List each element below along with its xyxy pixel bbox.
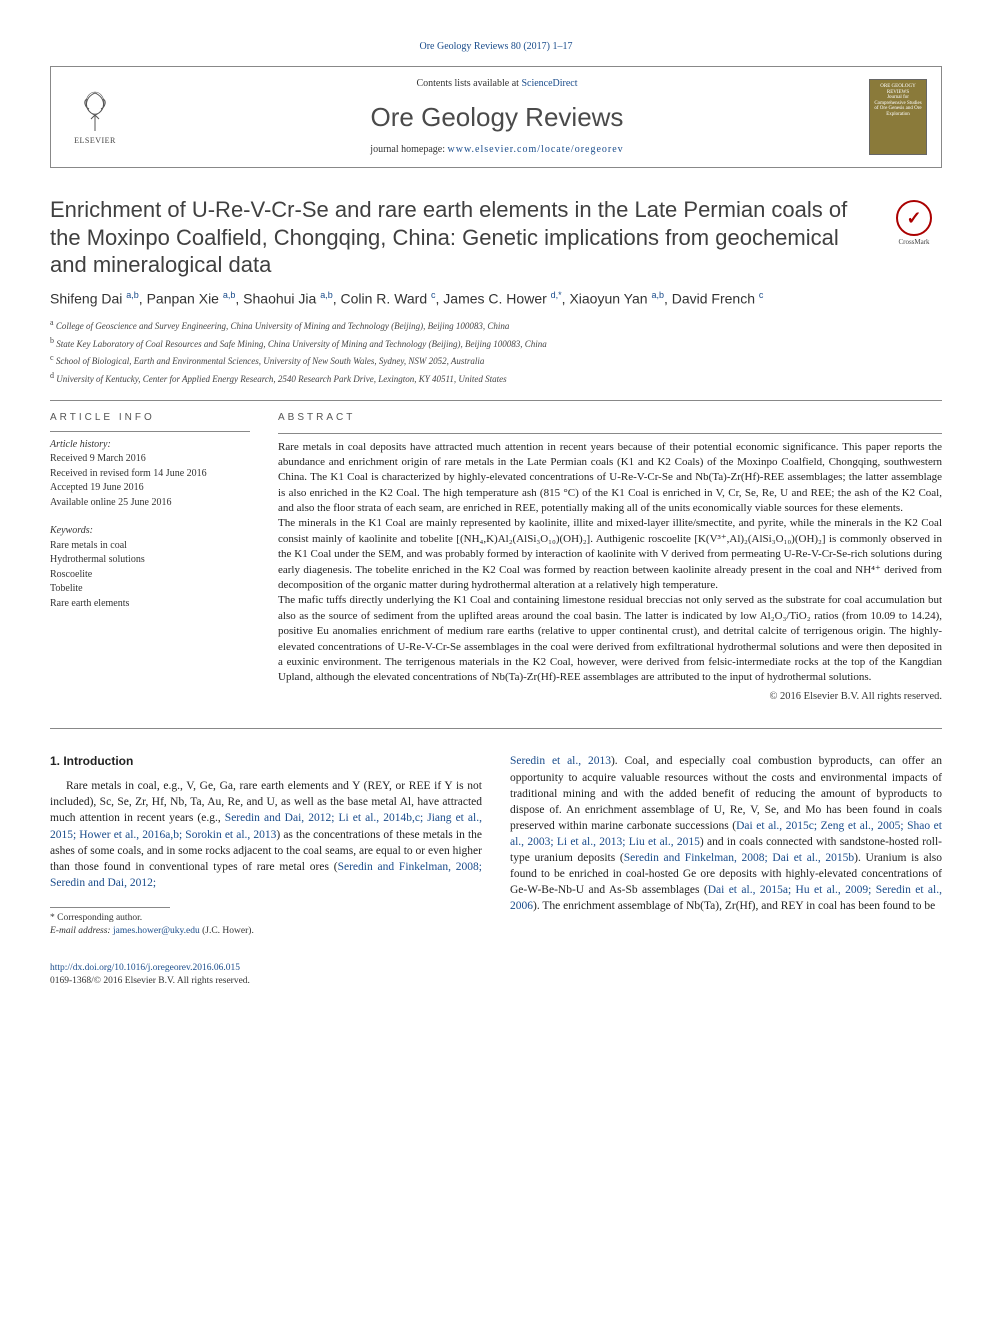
email-label: E-mail address:: [50, 926, 113, 936]
abstract-paragraph: The minerals in the K1 Coal are mainly r…: [278, 516, 942, 593]
homepage-line: journal homepage: www.elsevier.com/locat…: [125, 143, 869, 157]
keywords-block: Keywords: Rare metals in coalHydrotherma…: [50, 524, 250, 611]
keywords-label: Keywords:: [50, 524, 250, 539]
thin-divider: [278, 433, 942, 434]
contents-label: Contents lists available at: [416, 78, 521, 89]
journal-cover-thumbnail: ORE GEOLOGY REVIEWS Journal for Comprehe…: [869, 79, 927, 155]
email-link[interactable]: james.hower@uky.edu: [113, 926, 200, 936]
abstract-column: ABSTRACT Rare metals in coal deposits ha…: [278, 411, 942, 705]
info-abstract-row: ARTICLE INFO Article history: Received 9…: [50, 411, 942, 705]
article-info-heading: ARTICLE INFO: [50, 411, 250, 425]
elsevier-label: ELSEVIER: [74, 135, 116, 146]
abstract-text: Rare metals in coal deposits have attrac…: [278, 440, 942, 686]
keyword: Rare earth elements: [50, 597, 250, 612]
article-info-column: ARTICLE INFO Article history: Received 9…: [50, 411, 250, 705]
article-history-block: Article history: Received 9 March 2016Re…: [50, 438, 250, 511]
history-line: Received 9 March 2016: [50, 452, 250, 467]
doi-link[interactable]: http://dx.doi.org/10.1016/j.oregeorev.20…: [50, 963, 240, 973]
affiliation-line: d University of Kentucky, Center for App…: [50, 370, 942, 386]
section-divider: [50, 728, 942, 729]
cover-subtitle: Journal for Comprehensive Studies of Ore…: [874, 95, 922, 117]
affiliation-line: c School of Biological, Earth and Enviro…: [50, 352, 942, 368]
crossmark-badge[interactable]: ✓ CrossMark: [886, 200, 942, 256]
intro-paragraph-right: Seredin et al., 2013). Coal, and especia…: [510, 753, 942, 914]
body-column-left: 1. Introduction Rare metals in coal, e.g…: [50, 753, 482, 937]
history-line: Available online 25 June 2016: [50, 496, 250, 511]
keyword: Roscoelite: [50, 568, 250, 583]
journal-title: Ore Geology Reviews: [125, 99, 869, 135]
contents-line: Contents lists available at ScienceDirec…: [125, 77, 869, 91]
footnote-divider: [50, 907, 170, 908]
history-label: Article history:: [50, 438, 250, 453]
keyword: Rare metals in coal: [50, 539, 250, 554]
cover-title: ORE GEOLOGY REVIEWS: [874, 84, 922, 95]
issn-copyright: 0169-1368/© 2016 Elsevier B.V. All right…: [50, 975, 942, 988]
thin-divider: [50, 431, 250, 432]
homepage-link[interactable]: www.elsevier.com/locate/oregeorev: [448, 144, 624, 155]
affiliation-line: b State Key Laboratory of Coal Resources…: [50, 335, 942, 351]
page-footer: http://dx.doi.org/10.1016/j.oregeorev.20…: [50, 962, 942, 989]
divider: [50, 400, 942, 401]
copyright-line: © 2016 Elsevier B.V. All rights reserved…: [278, 690, 942, 705]
elsevier-logo: ELSEVIER: [65, 82, 125, 152]
authors-line: Shifeng Dai a,b, Panpan Xie a,b, Shaohui…: [50, 289, 942, 309]
crossmark-label: CrossMark: [886, 238, 942, 248]
keyword: Hydrothermal solutions: [50, 553, 250, 568]
keyword: Tobelite: [50, 582, 250, 597]
corresponding-email: E-mail address: james.hower@uky.edu (J.C…: [50, 925, 482, 938]
body-columns: 1. Introduction Rare metals in coal, e.g…: [50, 753, 942, 937]
homepage-label: journal homepage:: [370, 144, 447, 155]
journal-header-box: ELSEVIER Contents lists available at Sci…: [50, 66, 942, 168]
abstract-paragraph: Rare metals in coal deposits have attrac…: [278, 440, 942, 517]
email-name: (J.C. Hower).: [200, 926, 254, 936]
sciencedirect-link[interactable]: ScienceDirect: [521, 78, 577, 89]
header-center: Contents lists available at ScienceDirec…: [125, 77, 869, 157]
journal-reference-link[interactable]: Ore Geology Reviews 80 (2017) 1–17: [50, 40, 942, 54]
elsevier-tree-icon: [75, 89, 115, 133]
crossmark-glyph: ✓: [906, 206, 921, 231]
abstract-heading: ABSTRACT: [278, 411, 942, 425]
history-line: Received in revised form 14 June 2016: [50, 467, 250, 482]
history-line: Accepted 19 June 2016: [50, 481, 250, 496]
abstract-paragraph: The mafic tuffs directly underlying the …: [278, 593, 942, 685]
corresponding-author-note: * Corresponding author.: [50, 912, 482, 925]
article-header: ✓ CrossMark Enrichment of U-Re-V-Cr-Se a…: [50, 196, 942, 385]
article-title: Enrichment of U-Re-V-Cr-Se and rare eart…: [50, 196, 942, 279]
crossmark-circle-icon: ✓: [896, 200, 932, 236]
introduction-heading: 1. Introduction: [50, 753, 482, 770]
affiliation-line: a College of Geoscience and Survey Engin…: [50, 317, 942, 333]
body-column-right: Seredin et al., 2013). Coal, and especia…: [510, 753, 942, 937]
intro-paragraph-left: Rare metals in coal, e.g., V, Ge, Ga, ra…: [50, 778, 482, 891]
